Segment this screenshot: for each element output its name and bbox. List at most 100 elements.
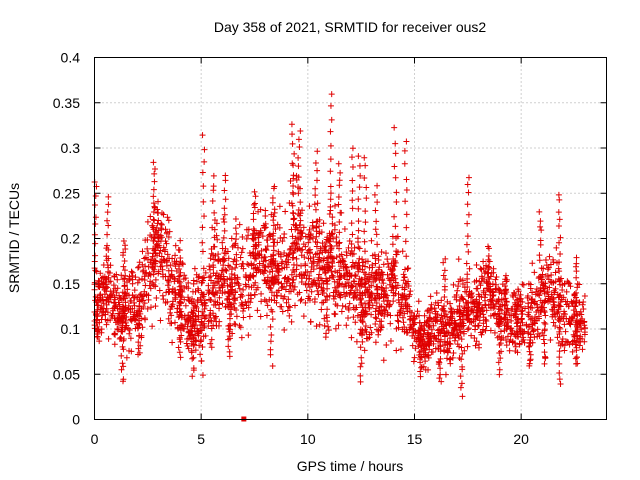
- data-point: [492, 310, 499, 317]
- data-point: [574, 280, 581, 287]
- data-point: [211, 279, 218, 286]
- data-point: [571, 291, 578, 298]
- data-point: [135, 320, 142, 327]
- data-point: [189, 373, 196, 380]
- data-point: [565, 303, 572, 310]
- data-point: [220, 215, 227, 222]
- data-point: [342, 293, 349, 300]
- data-point: [401, 273, 408, 280]
- data-point: [233, 230, 240, 237]
- data-point: [131, 317, 138, 324]
- data-point: [542, 283, 549, 290]
- data-point: [400, 271, 407, 278]
- data-point: [228, 276, 235, 283]
- data-point: [486, 283, 493, 290]
- data-point: [121, 257, 128, 264]
- data-point: [172, 252, 179, 259]
- data-point: [114, 326, 121, 333]
- data-point: [362, 271, 369, 278]
- data-point: [556, 370, 563, 377]
- data-point: [159, 266, 166, 273]
- data-point: [403, 305, 410, 312]
- data-point: [243, 235, 250, 242]
- data-point: [361, 174, 368, 181]
- data-point: [541, 349, 548, 356]
- data-point: [152, 303, 159, 310]
- data-point: [192, 288, 199, 295]
- data-point: [185, 294, 192, 301]
- data-point: [327, 190, 334, 197]
- data-point: [479, 304, 486, 311]
- data-point: [201, 299, 208, 306]
- data-point: [95, 283, 102, 290]
- data-point: [410, 315, 417, 322]
- data-point: [512, 347, 519, 354]
- data-point: [497, 355, 504, 362]
- data-point: [211, 226, 218, 233]
- data-point: [526, 360, 533, 367]
- data-point: [287, 178, 294, 185]
- data-point: [225, 322, 232, 329]
- data-point: [400, 293, 407, 300]
- data-point: [326, 263, 333, 270]
- data-point: [556, 302, 563, 309]
- data-point: [380, 357, 387, 364]
- data-point: [485, 280, 492, 287]
- data-point: [464, 181, 471, 188]
- data-point: [464, 201, 471, 208]
- data-point: [325, 323, 332, 330]
- data-point: [307, 268, 314, 275]
- data-point: [268, 331, 275, 338]
- data-point: [541, 340, 548, 347]
- data-point: [269, 362, 276, 369]
- data-point: [122, 310, 129, 317]
- data-point: [437, 336, 444, 343]
- data-point: [125, 302, 132, 309]
- data-point: [285, 303, 292, 310]
- data-point: [104, 231, 111, 238]
- data-point: [403, 138, 410, 145]
- data-point: [496, 313, 503, 320]
- data-point: [372, 207, 379, 214]
- data-point: [150, 268, 157, 275]
- data-point: [289, 233, 296, 240]
- data-point: [326, 210, 333, 217]
- data-point: [485, 243, 492, 250]
- data-point: [363, 184, 370, 191]
- data-point: [236, 322, 243, 329]
- data-point: [238, 291, 245, 298]
- data-point: [383, 284, 390, 291]
- data-point: [136, 259, 143, 266]
- data-point: [297, 199, 304, 206]
- data-point: [151, 203, 158, 210]
- data-point: [563, 288, 570, 295]
- data-point: [384, 297, 391, 304]
- y-tick-label: 0.3: [61, 140, 81, 156]
- data-point: [291, 215, 298, 222]
- data-point: [552, 322, 559, 329]
- data-point: [261, 296, 268, 303]
- data-point: [573, 311, 580, 318]
- data-point: [550, 319, 557, 326]
- data-point: [114, 285, 121, 292]
- data-point: [298, 271, 305, 278]
- data-point: [385, 264, 392, 271]
- data-point: [372, 321, 379, 328]
- data-point: [231, 272, 238, 279]
- data-point: [119, 322, 126, 329]
- data-point: [384, 301, 391, 308]
- data-point: [174, 305, 181, 312]
- data-point: [511, 290, 518, 297]
- data-point: [502, 272, 509, 279]
- data-point: [168, 312, 175, 319]
- data-point: [263, 280, 270, 287]
- data-point: [226, 299, 233, 306]
- data-point: [222, 172, 229, 179]
- data-point: [148, 304, 155, 311]
- data-point: [292, 244, 299, 251]
- data-point: [382, 294, 389, 301]
- data-point: [465, 211, 472, 218]
- data-point: [351, 244, 358, 251]
- data-point: [525, 300, 532, 307]
